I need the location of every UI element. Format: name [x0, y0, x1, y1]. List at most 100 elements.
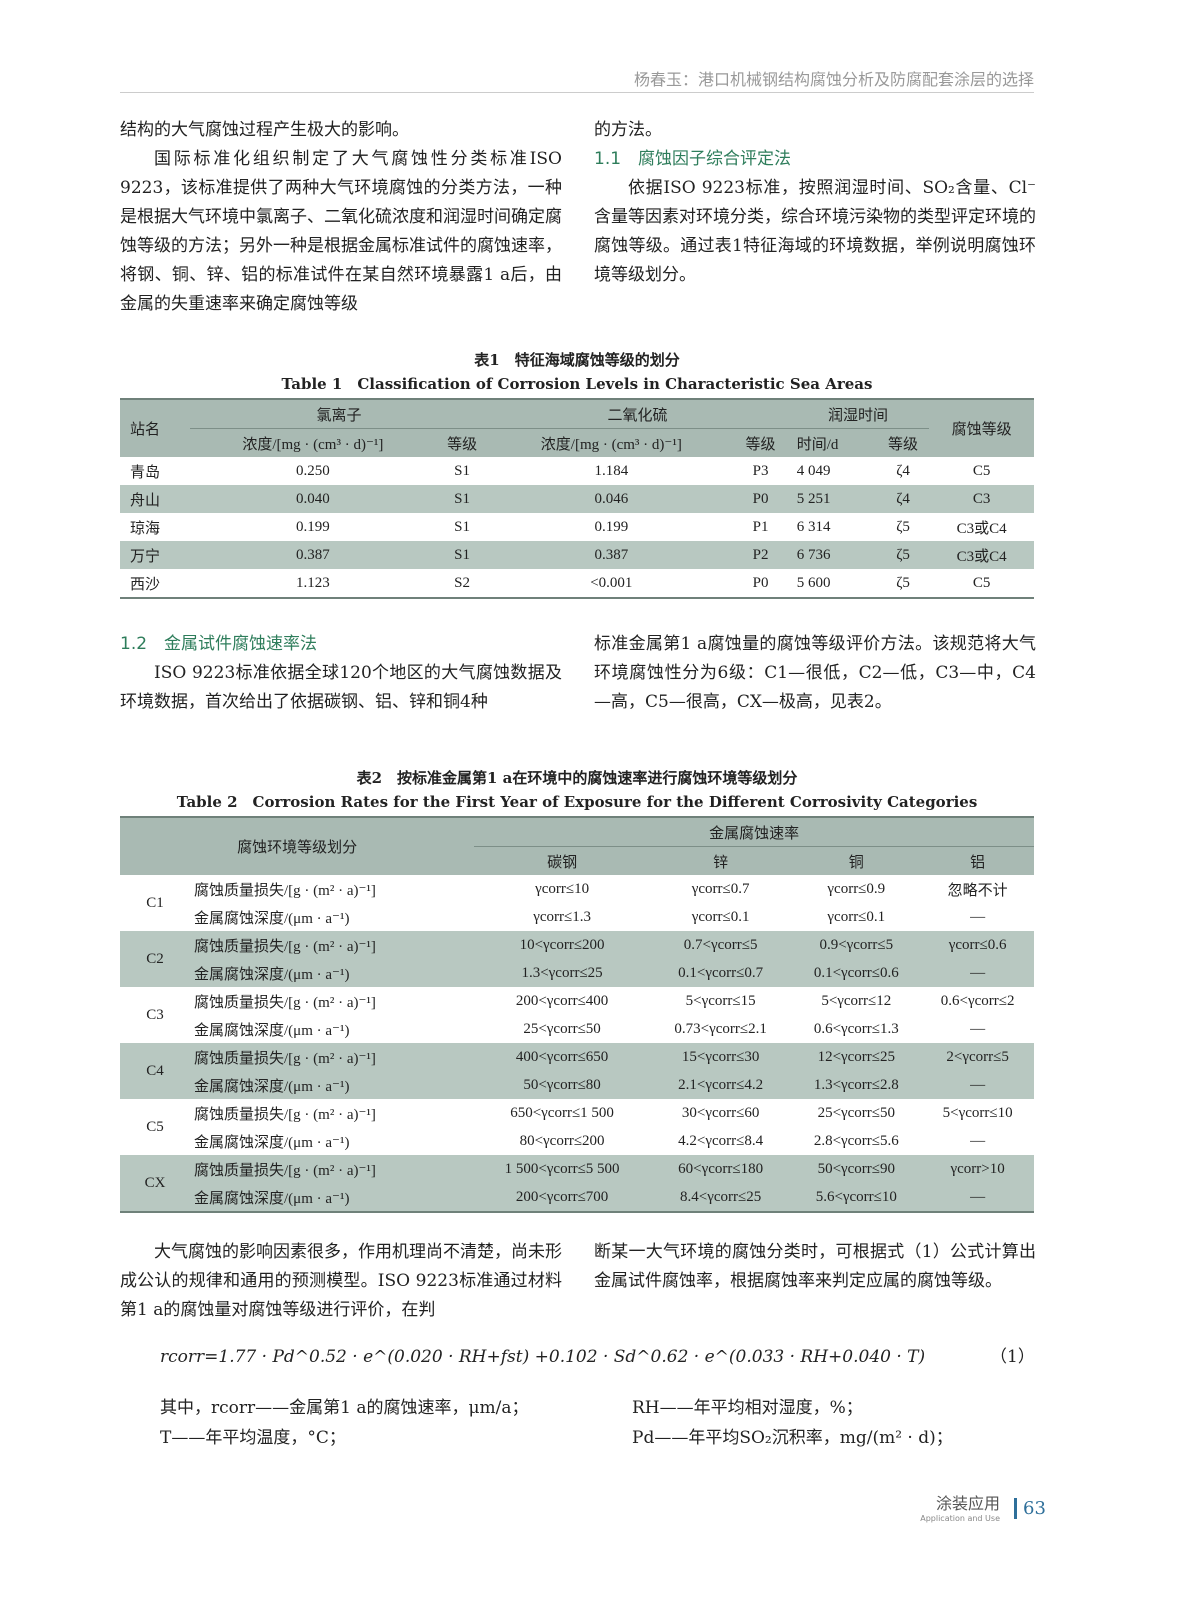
- table-cell: 0.250: [295, 462, 330, 479]
- caption-cn: 表2 按标准金属第1 a在环境中的腐蚀速率进行腐蚀环境等级划分: [356, 769, 798, 787]
- table-cell: 8.4<γcorr≤25: [680, 1188, 762, 1205]
- table-cell: S1: [454, 490, 470, 507]
- table-cell: 0.387: [295, 546, 330, 563]
- table-cell: 万宁: [130, 548, 161, 565]
- table-cell: —: [970, 1188, 986, 1205]
- metric-cell: 腐蚀质量损失/[g · (m² · a)⁻¹]: [194, 1162, 376, 1179]
- journal-title: 涂装应用: [935, 1494, 1000, 1513]
- right-column-2: 标准金属第1 a腐蚀量的腐蚀等级评价方法。该规范将大气环境腐蚀性分为6级：C1—…: [594, 630, 1036, 717]
- th: 腐蚀等级: [951, 422, 1012, 438]
- table-cell: 10<γcorr≤200: [519, 936, 605, 953]
- table-cell: 琼海: [130, 520, 161, 537]
- paragraph: 依据ISO 9223标准，按照润湿时间、SO₂含量、Cl⁻含量等因素对环境分类，…: [594, 178, 1036, 285]
- th: 氯离子: [189, 399, 489, 429]
- table-cell: S1: [454, 546, 470, 563]
- table-row: 舟山 0.040 S1 0.046 P0 5 251 ζ4 C3: [120, 485, 1034, 513]
- th: 碳钢: [547, 854, 578, 871]
- th: 金属腐蚀速率: [474, 817, 1034, 847]
- table-cell: 0.6<γcorr≤2: [940, 992, 1015, 1009]
- th: 等级: [745, 436, 776, 453]
- journal-title-en: Application and Use: [920, 1514, 1000, 1523]
- table-cell: 2<γcorr≤5: [946, 1048, 1009, 1065]
- th: 等级: [888, 436, 919, 453]
- caption-en: Table 2 Corrosion Rates for the First Ye…: [176, 793, 978, 811]
- table-cell: —: [970, 1132, 986, 1149]
- table-cell: 1.184: [594, 462, 629, 479]
- table-cell: 0.1<γcorr≤0.6: [813, 964, 899, 981]
- paragraph: 标准金属第1 a腐蚀量的腐蚀等级评价方法。该规范将大气环境腐蚀性分为6级：C1—…: [594, 634, 1036, 712]
- where-1: 其中，rcorr——金属第1 a的腐蚀速率，μm/a；: [160, 1398, 529, 1418]
- caption-en: Table 1 Classification of Corrosion Leve…: [281, 375, 873, 393]
- section-heading: 1.2 金属试件腐蚀速率法: [120, 634, 318, 654]
- table-cell: C3或C4: [956, 520, 1007, 537]
- table-row: 金属腐蚀深度/(μm · a⁻¹) 80<γcorr≤200 4.2<γcorr≤8…: [120, 1127, 1034, 1155]
- table-cell: 6 314: [796, 518, 831, 535]
- formula: rcorr=1.77 · Pd^0.52 · e^(0.020 · RH+fst…: [160, 1347, 926, 1367]
- paragraph: 大气腐蚀的影响因素很多，作用机理尚不清楚，尚未形成公认的规律和通用的预测模型。I…: [120, 1242, 562, 1320]
- table-cell: 0.7<γcorr≤5: [683, 936, 758, 953]
- table-cell: 青岛: [130, 464, 161, 481]
- table-cell: P2: [752, 546, 769, 563]
- table-cell: 12<γcorr≤25: [817, 1048, 896, 1065]
- table-cell: 1.3<γcorr≤2.8: [813, 1076, 899, 1093]
- table-cell: 650<γcorr≤1 500: [510, 1104, 614, 1121]
- table-cell: γcorr≤0.9: [827, 880, 886, 897]
- left-column-2: 1.2 金属试件腐蚀速率法 ISO 9223标准依据全球120个地区的大气腐蚀数…: [120, 630, 562, 717]
- table-row: C4 腐蚀质量损失/[g · (m² · a)⁻¹] 400<γcorr≤650 15…: [120, 1043, 1034, 1079]
- running-header: 杨春玉：港口机械钢结构腐蚀分析及防腐配套涂层的选择: [120, 66, 1034, 93]
- table-cell: P0: [752, 490, 769, 507]
- metric-cell: 金属腐蚀深度/(μm · a⁻¹): [194, 1134, 350, 1151]
- th: 铝: [970, 854, 986, 871]
- table-cell: 25<γcorr≤50: [523, 1020, 601, 1037]
- table-cell: 15<γcorr≤30: [681, 1048, 760, 1065]
- table-cell: P3: [752, 462, 769, 479]
- left-column-1: 结构的大气腐蚀过程产生极大的影响。 国际标准化组织制定了大气腐蚀性分类标准ISO…: [120, 116, 562, 319]
- formula-number: （1）: [990, 1347, 1035, 1367]
- table-cell: —: [970, 908, 986, 925]
- table-cell: —: [970, 1076, 986, 1093]
- table-row: C5 腐蚀质量损失/[g · (m² · a)⁻¹] 650<γcorr≤1 500…: [120, 1099, 1034, 1135]
- table-2: 腐蚀环境等级划分 金属腐蚀速率 碳钢 锌 铜 铝 C1 腐蚀质量损失/[g · (m² ·…: [120, 816, 1034, 1213]
- table-cell: 5<γcorr≤12: [821, 992, 892, 1009]
- table-cell: 0.199: [295, 518, 330, 535]
- table-cell: γcorr≤1.3: [533, 908, 591, 925]
- table-cell: 30<γcorr≤60: [681, 1104, 760, 1121]
- metric-cell: 腐蚀质量损失/[g · (m² · a)⁻¹]: [194, 938, 376, 955]
- table-row: 西沙 1.123 S2 <0.001 P0 5 600 ζ5 C5: [120, 569, 1034, 598]
- th: 锌: [713, 854, 729, 871]
- paragraph: ISO 9223标准依据全球120个地区的大气腐蚀数据及环境数据，首次给出了依据…: [120, 663, 562, 712]
- table-cell: 0.199: [594, 518, 629, 535]
- metric-cell: 金属腐蚀深度/(μm · a⁻¹): [194, 966, 350, 983]
- metric-cell: 腐蚀质量损失/[g · (m² · a)⁻¹]: [194, 882, 376, 899]
- table-cell: 0.9<γcorr≤5: [819, 936, 894, 953]
- table-cell: 25<γcorr≤50: [817, 1104, 896, 1121]
- table-cell: C5: [972, 574, 991, 591]
- table-cell: 5 251: [796, 490, 831, 507]
- category-cell: C2: [146, 950, 164, 967]
- table-cell: ζ4: [896, 490, 910, 507]
- table-cell: γcorr≤0.7: [691, 880, 750, 897]
- metric-cell: 金属腐蚀深度/(μm · a⁻¹): [194, 1190, 350, 1207]
- table-cell: 400<γcorr≤650: [515, 1048, 609, 1065]
- table-cell: γcorr≤10: [535, 880, 590, 897]
- table-row: 万宁 0.387 S1 0.387 P2 6 736 ζ5 C3或C4: [120, 541, 1034, 569]
- table-cell: 2.8<γcorr≤5.6: [813, 1132, 899, 1149]
- table-cell: —: [970, 1020, 986, 1037]
- table-cell: C3或C4: [956, 548, 1007, 565]
- table-cell: S1: [454, 462, 470, 479]
- table-cell: 80<γcorr≤200: [519, 1132, 605, 1149]
- table-cell: 0.387: [594, 546, 629, 563]
- table-cell: 0.040: [295, 490, 330, 507]
- section-heading: 1.1 腐蚀因子综合评定法: [594, 149, 792, 169]
- where-2: RH——年平均相对湿度，%；: [632, 1398, 863, 1418]
- table-cell: γcorr≤0.1: [691, 908, 750, 925]
- journal-name: 涂装应用 Application and Use: [920, 1490, 1000, 1523]
- category-cell: C4: [146, 1062, 164, 1079]
- table-cell: S2: [454, 574, 470, 591]
- table-cell: S1: [454, 518, 470, 535]
- right-column-3: 断某一大气环境的腐蚀分类时，可根据式（1）公式计算出金属试件腐蚀率，根据腐蚀率来…: [594, 1238, 1036, 1296]
- left-column-3: 大气腐蚀的影响因素很多，作用机理尚不清楚，尚未形成公认的规律和通用的预测模型。I…: [120, 1238, 562, 1325]
- caption-cn: 表1 特征海域腐蚀等级的划分: [474, 351, 680, 369]
- table-cell: 0.73<γcorr≤2.1: [674, 1020, 767, 1037]
- paragraph: 的方法。: [594, 120, 662, 140]
